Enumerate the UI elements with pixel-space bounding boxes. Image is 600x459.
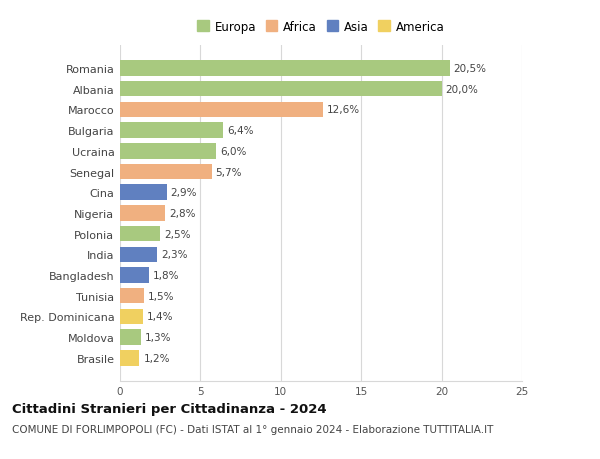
Text: 1,5%: 1,5% <box>148 291 175 301</box>
Legend: Europa, Africa, Asia, America: Europa, Africa, Asia, America <box>194 18 448 36</box>
Bar <box>120 268 149 283</box>
Bar <box>120 309 143 325</box>
Text: 12,6%: 12,6% <box>326 105 360 115</box>
Bar <box>120 330 141 345</box>
Bar <box>120 164 212 180</box>
Text: 1,8%: 1,8% <box>153 270 179 280</box>
Text: 1,3%: 1,3% <box>145 332 172 342</box>
Text: 2,9%: 2,9% <box>170 188 197 198</box>
Bar <box>120 144 217 159</box>
Text: Cittadini Stranieri per Cittadinanza - 2024: Cittadini Stranieri per Cittadinanza - 2… <box>12 403 326 415</box>
Bar <box>120 350 139 366</box>
Text: 1,2%: 1,2% <box>143 353 170 363</box>
Text: 20,0%: 20,0% <box>446 84 478 95</box>
Bar <box>120 123 223 139</box>
Text: 20,5%: 20,5% <box>454 64 487 74</box>
Text: 5,7%: 5,7% <box>215 167 242 177</box>
Bar <box>120 247 157 263</box>
Bar <box>120 206 165 221</box>
Text: 6,4%: 6,4% <box>227 126 253 136</box>
Text: COMUNE DI FORLIMPOPOLI (FC) - Dati ISTAT al 1° gennaio 2024 - Elaborazione TUTTI: COMUNE DI FORLIMPOPOLI (FC) - Dati ISTAT… <box>12 424 493 434</box>
Bar <box>120 185 167 201</box>
Bar <box>120 102 323 118</box>
Text: 2,8%: 2,8% <box>169 208 196 218</box>
Bar <box>120 61 449 77</box>
Text: 6,0%: 6,0% <box>221 146 247 157</box>
Bar <box>120 226 160 242</box>
Text: 2,5%: 2,5% <box>164 229 191 239</box>
Bar <box>120 288 144 304</box>
Text: 1,4%: 1,4% <box>146 312 173 322</box>
Text: 2,3%: 2,3% <box>161 250 188 260</box>
Bar <box>120 82 442 97</box>
